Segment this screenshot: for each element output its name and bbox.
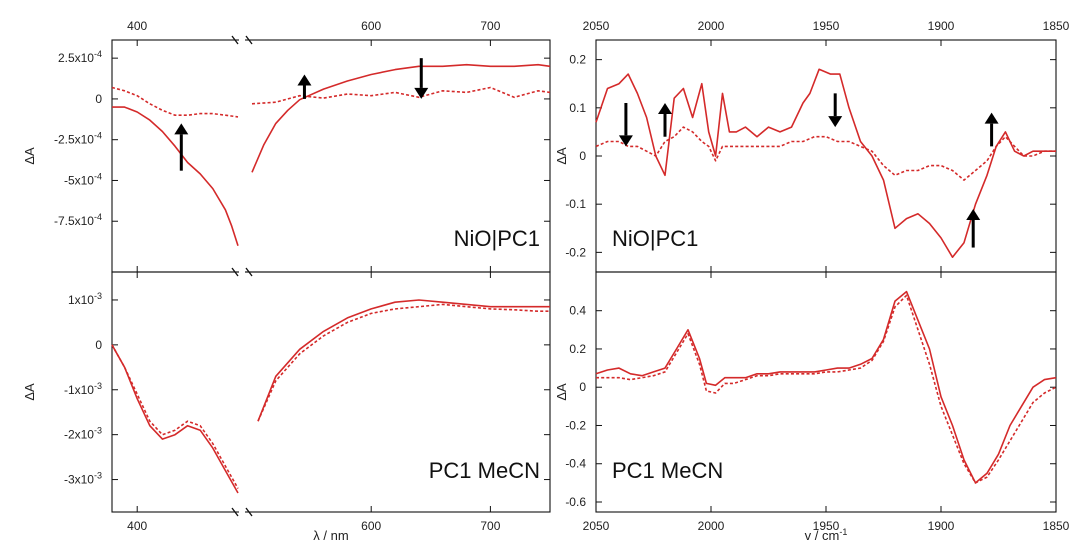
vis-top-ytick-label: 2.5x10-4 xyxy=(58,49,102,65)
ir-bottom-xtick-label: 1850 xyxy=(1043,519,1070,533)
ir-bottom-panel-label: PC1 MeCN xyxy=(612,458,723,483)
vis-top-series-solid xyxy=(112,63,551,246)
ir-bottom-xlabel: v / cm-1 xyxy=(805,527,848,543)
arrow-layer xyxy=(174,58,999,248)
ir-top-ytick-label: -0.2 xyxy=(565,245,586,259)
vis-top-xtick-label: 600 xyxy=(361,19,381,33)
ir-top-arrow-down-head xyxy=(618,135,633,147)
ir-top-ytick-label: 0 xyxy=(579,149,586,163)
vis-bottom-series-dotted xyxy=(111,303,550,489)
vis-axis-break-top xyxy=(231,35,253,45)
vis-top-ytick-label: -5x10-4 xyxy=(64,171,102,187)
ir-bottom-series-solid xyxy=(595,290,1057,484)
ir-bottom-xtick-label: 2050 xyxy=(583,519,610,533)
ir-top-ylabel: ΔA xyxy=(554,147,569,165)
vis-top-arrow-up-head xyxy=(297,74,312,86)
vis-bottom-ytick-label: -2x10-3 xyxy=(64,426,102,442)
series-layer xyxy=(111,63,1057,494)
text-layer: 2.5x10-4 0 -2.5x10-4 -5x10-4 -7.5x10-4 400 600… xyxy=(22,19,1070,543)
vis-top-xtick-label: 700 xyxy=(480,19,500,33)
ir-top-xtick-label: 2000 xyxy=(698,19,725,33)
ir-top-series-solid xyxy=(595,68,1056,258)
vis-top-arrow-up-head xyxy=(174,123,189,135)
ir-top-ytick-label: -0.1 xyxy=(565,197,586,211)
ir-top-panel-label: NiO|PC1 xyxy=(612,226,698,251)
ir-bottom-series-dotted xyxy=(596,294,1057,484)
vis-axis-break-mid xyxy=(231,267,253,277)
ir-top-series-dotted xyxy=(595,126,1056,181)
vis-top-series-dotted xyxy=(111,86,551,118)
ir-top-arrow-up-head xyxy=(658,103,672,114)
ir-bottom-ytick-label: 0 xyxy=(579,380,586,394)
ir-bottom-ytick-label: 0.2 xyxy=(569,342,586,356)
vis-top-ylabel: ΔA xyxy=(22,147,37,165)
ir-top-xtick-label: 1850 xyxy=(1043,19,1070,33)
vis-bottom-xlabel: λ / nm xyxy=(313,528,348,543)
vis-top-ytick-label: 0 xyxy=(95,92,102,106)
vis-bottom-ytick-label: 0 xyxy=(95,338,102,352)
ir-top-arrow-up-head xyxy=(966,209,981,220)
ir-top-arrow-down-head xyxy=(828,116,843,128)
ir-top-ytick-label: 0.2 xyxy=(569,53,586,67)
ir-bottom-xtick-label: 1900 xyxy=(928,519,955,533)
vis-top-ytick-label: -2.5x10-4 xyxy=(54,131,102,147)
ir-bottom-ytick-label: -0.6 xyxy=(565,495,586,509)
vis-bottom-ytick-label: -1x10-3 xyxy=(64,381,102,397)
vis-top-arrow-down-head xyxy=(414,87,429,99)
ir-top-arrow-up-head xyxy=(984,112,999,124)
ir-bottom-ytick-label: -0.2 xyxy=(565,418,586,432)
vis-bottom-xtick-label: 600 xyxy=(361,519,381,533)
ir-top-xtick-label: 1950 xyxy=(813,19,840,33)
ir-bottom-xtick-label: 2000 xyxy=(698,519,725,533)
vis-top-xtick-label: 400 xyxy=(127,19,147,33)
vis-bottom-frame xyxy=(111,271,551,513)
ir-top-xtick-label: 2050 xyxy=(583,19,610,33)
vis-bottom-ytick-label: -3x10-3 xyxy=(64,471,102,487)
tick-layer xyxy=(112,40,1057,512)
ir-top-xtick-label: 1900 xyxy=(928,19,955,33)
vis-bottom-xtick-label: 400 xyxy=(127,519,147,533)
ir-bottom-ytick-label: 0.4 xyxy=(569,304,586,318)
vis-bottom-panel-label: PC1 MeCN xyxy=(429,458,540,483)
vis-bottom-ylabel: ΔA xyxy=(22,383,37,401)
ir-bottom-ytick-label: -0.4 xyxy=(565,457,586,471)
vis-bottom-xtick-label: 700 xyxy=(480,519,500,533)
ir-top-ytick-label: 0.1 xyxy=(569,101,586,115)
ir-bottom-xtick-label: 1950 xyxy=(813,519,840,533)
vis-bottom-series-solid xyxy=(111,299,550,494)
vis-top-ytick-label: -7.5x10-4 xyxy=(54,212,102,228)
vis-axis-break-bottom xyxy=(231,507,253,517)
vis-top-panel-label: NiO|PC1 xyxy=(454,226,540,251)
vis-bottom-ytick-label: 1x10-3 xyxy=(68,291,102,307)
ir-bottom-ylabel: ΔA xyxy=(554,383,569,401)
